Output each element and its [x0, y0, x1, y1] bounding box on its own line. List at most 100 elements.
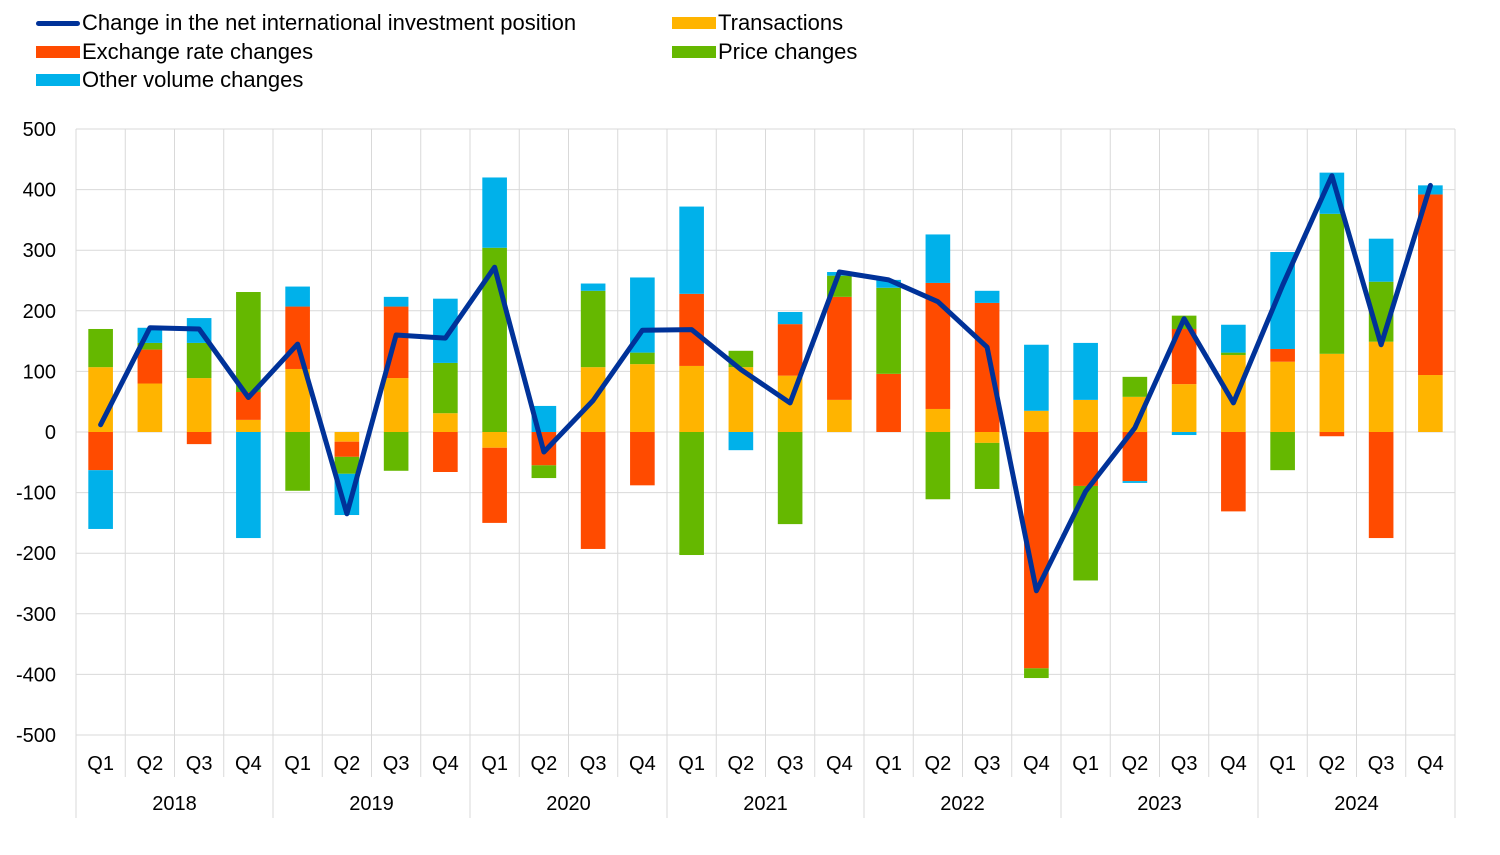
bar-segment-price-changes [531, 465, 557, 479]
y-tick-label: 100 [23, 361, 56, 383]
bar-segment-price-changes [285, 432, 310, 491]
bar-segment-price-changes [1073, 485, 1098, 581]
x-tick-label-quarter: Q3 [1171, 753, 1198, 775]
legend-color-swatch [672, 46, 716, 58]
bar-segment-price-changes [137, 342, 163, 350]
x-tick-label-quarter: Q1 [1072, 753, 1099, 775]
x-tick-label-year: 2020 [546, 793, 591, 815]
x-tick-label-quarter: Q3 [383, 753, 410, 775]
legend-label: Change in the net international investme… [82, 10, 577, 35]
x-tick-label-quarter: Q1 [875, 753, 902, 775]
bar-segment-exchange-rate-changes [1270, 348, 1295, 362]
bar-segment-transactions [186, 378, 212, 432]
x-tick-label-year: 2023 [1137, 793, 1182, 815]
bar-segment-exchange-rate-changes [137, 349, 163, 384]
bar-segment-transactions [1221, 355, 1246, 432]
bar-segment-exchange-rate-changes [285, 306, 310, 369]
bar-segment-other-volume-changes [580, 283, 606, 291]
x-tick-label-quarter: Q4 [1023, 753, 1050, 775]
legend-label: Exchange rate changes [82, 39, 314, 64]
bar-segment-price-changes [1221, 352, 1246, 356]
y-tick-label: -200 [16, 543, 56, 565]
bar-segment-other-volume-changes [1171, 432, 1197, 436]
x-tick-label-quarter: Q1 [284, 753, 311, 775]
x-tick-label-quarter: Q1 [481, 753, 508, 775]
bar-segment-price-changes [433, 362, 458, 414]
x-tick-label-quarter: Q3 [186, 753, 213, 775]
x-tick-label-year: 2022 [940, 793, 985, 815]
bar-segment-other-volume-changes [876, 279, 901, 288]
bar-segment-transactions [1270, 361, 1295, 432]
bar-segment-transactions [1319, 353, 1345, 432]
bar-segment-transactions [679, 365, 704, 432]
bar-segment-exchange-rate-changes [580, 432, 606, 549]
y-tick-label: 400 [23, 180, 56, 202]
legend-item-exchange-rate: Exchange rate changes [36, 39, 313, 65]
legend-line-swatch [36, 20, 80, 26]
legend-color-swatch [36, 74, 80, 86]
bar-segment-price-changes [580, 290, 606, 368]
x-tick-label-quarter: Q2 [1319, 753, 1346, 775]
y-tick-label: -400 [16, 664, 56, 686]
bar-segment-transactions [1171, 384, 1197, 432]
x-tick-label-quarter: Q4 [432, 753, 459, 775]
x-tick-label-quarter: Q1 [1269, 753, 1296, 775]
legend-item-net-iip: Change in the net international investme… [36, 10, 576, 36]
legend-color-swatch [36, 46, 80, 58]
bar-segment-other-volume-changes [1073, 342, 1098, 400]
bar-segment-transactions [482, 432, 507, 448]
legend-item-price-changes: Price changes [672, 39, 857, 65]
bar-segment-exchange-rate-changes [974, 302, 1000, 432]
bar-segment-price-changes [679, 432, 704, 556]
x-tick-label-quarter: Q1 [87, 753, 114, 775]
x-tick-label-quarter: Q1 [678, 753, 705, 775]
x-tick-label-year: 2019 [349, 793, 394, 815]
legend-color-swatch [672, 17, 716, 29]
bar-segment-price-changes [1319, 213, 1345, 354]
legend-label: Other volume changes [82, 67, 304, 92]
legend-item-transactions: Transactions [672, 10, 843, 36]
bar-segment-other-volume-changes [88, 470, 113, 529]
bar-segment-transactions [433, 413, 458, 432]
bar-segment-price-changes [88, 328, 113, 368]
bar-segment-exchange-rate-changes [186, 432, 212, 445]
gridlines [75, 128, 1456, 736]
bar-segment-transactions [974, 432, 1000, 443]
bar-segment-transactions [334, 432, 360, 442]
bar-segment-exchange-rate-changes [1368, 432, 1394, 539]
bar-segment-exchange-rate-changes [876, 373, 901, 432]
bar-segment-price-changes [1024, 668, 1049, 679]
bar-segment-transactions [383, 378, 409, 432]
bar-segment-transactions [630, 364, 655, 432]
bar-segment-price-changes [876, 287, 901, 374]
bar-segment-other-volume-changes [679, 206, 704, 294]
bar-segment-price-changes [630, 352, 655, 365]
y-tick-label: 0 [45, 422, 56, 444]
x-tick-label-year: 2024 [1334, 793, 1379, 815]
x-tick-label-quarter: Q2 [925, 753, 952, 775]
bar-segment-price-changes [925, 432, 951, 500]
bar-segment-other-volume-changes [1024, 344, 1049, 411]
bars [88, 172, 1443, 679]
bar-segment-other-volume-changes [974, 290, 1000, 303]
bar-segment-transactions [236, 419, 261, 432]
bar-segment-transactions [1368, 341, 1394, 432]
bar-segment-other-volume-changes [1221, 324, 1246, 353]
x-tick-label-quarter: Q3 [974, 753, 1001, 775]
chart-legend: Change in the net international investme… [0, 0, 1500, 100]
x-axis: Q1 Q2 Q3 Q4 Q1 Q2 Q3 Q4 Q1 Q2 Q3 Q4 Q1 Q2 Q3 Q4 Q1 Q2 Q3 Q4… [75, 735, 1456, 818]
bar-segment-price-changes [334, 456, 360, 474]
x-tick-label-year: 2021 [743, 793, 788, 815]
legend-label: Transactions [718, 10, 844, 35]
bar-segment-other-volume-changes [1368, 238, 1394, 282]
bar-segment-other-volume-changes [1122, 481, 1148, 483]
bar-segment-price-changes [383, 432, 409, 471]
bar-segment-price-changes [236, 292, 261, 393]
bar-segment-other-volume-changes [482, 177, 507, 248]
bar-segment-price-changes [777, 432, 803, 525]
bar-segment-exchange-rate-changes [1221, 432, 1246, 512]
y-tick-label: 200 [23, 301, 56, 323]
bar-segment-transactions [925, 408, 951, 432]
x-tick-label-quarter: Q2 [1122, 753, 1149, 775]
y-axis: 500 400 300 200 100 0 -100 -200 -300 -400 -500 [16, 119, 56, 747]
